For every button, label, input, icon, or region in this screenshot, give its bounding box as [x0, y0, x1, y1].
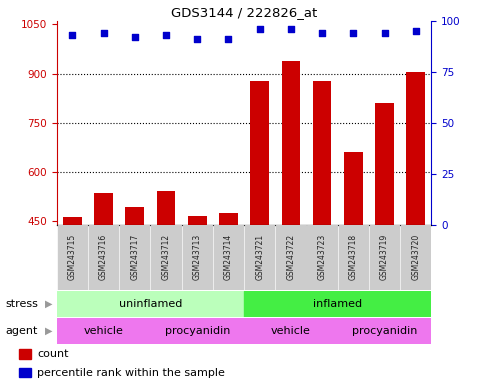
Text: stress: stress: [5, 299, 38, 309]
Text: GSM243723: GSM243723: [317, 234, 326, 280]
Point: [381, 30, 388, 36]
Text: GSM243720: GSM243720: [411, 234, 420, 280]
Text: vehicle: vehicle: [271, 326, 311, 336]
Text: GSM243717: GSM243717: [130, 234, 139, 280]
Bar: [370, 225, 399, 290]
Bar: [120, 225, 149, 290]
Bar: [188, 216, 207, 369]
Bar: [63, 217, 82, 369]
Bar: [276, 225, 306, 290]
Bar: [250, 81, 269, 369]
Bar: [182, 225, 212, 290]
Text: GSM243716: GSM243716: [99, 234, 108, 280]
Text: ▶: ▶: [44, 299, 52, 309]
Point: [131, 34, 139, 40]
Text: GSM243713: GSM243713: [193, 234, 202, 280]
Bar: [338, 318, 431, 344]
Bar: [344, 152, 363, 369]
Point: [193, 36, 201, 43]
Bar: [157, 191, 176, 369]
Point: [69, 32, 76, 38]
Point: [100, 30, 107, 36]
Bar: [406, 72, 425, 369]
Bar: [89, 225, 118, 290]
Point: [162, 32, 170, 38]
Text: count: count: [37, 349, 69, 359]
Text: inflamed: inflamed: [313, 299, 362, 309]
Text: GSM243722: GSM243722: [286, 234, 295, 280]
Point: [412, 28, 420, 35]
Point: [256, 26, 264, 32]
Bar: [57, 318, 150, 344]
Text: GSM243715: GSM243715: [68, 234, 77, 280]
Bar: [375, 103, 394, 369]
Bar: [244, 291, 431, 317]
Bar: [125, 207, 144, 369]
Bar: [58, 225, 87, 290]
Bar: [339, 225, 368, 290]
Bar: [219, 214, 238, 369]
Bar: [19, 368, 31, 377]
Text: ▶: ▶: [44, 326, 52, 336]
Text: GSM243714: GSM243714: [224, 234, 233, 280]
Text: percentile rank within the sample: percentile rank within the sample: [37, 367, 225, 377]
Title: GDS3144 / 222826_at: GDS3144 / 222826_at: [171, 5, 317, 18]
Bar: [214, 225, 243, 290]
Point: [287, 26, 295, 32]
Point: [350, 30, 357, 36]
Text: GSM243718: GSM243718: [349, 234, 358, 280]
Bar: [19, 349, 31, 359]
Text: uninflamed: uninflamed: [119, 299, 182, 309]
Text: GSM243712: GSM243712: [162, 234, 171, 280]
Text: agent: agent: [5, 326, 37, 336]
Bar: [308, 225, 337, 290]
Bar: [244, 318, 338, 344]
Text: procyanidin: procyanidin: [165, 326, 230, 336]
Bar: [282, 61, 300, 369]
Text: procyanidin: procyanidin: [352, 326, 417, 336]
Bar: [151, 225, 180, 290]
Bar: [401, 225, 430, 290]
Bar: [245, 225, 274, 290]
Point: [318, 30, 326, 36]
Bar: [150, 318, 244, 344]
Bar: [94, 193, 113, 369]
Point: [224, 36, 232, 43]
Text: vehicle: vehicle: [84, 326, 123, 336]
Text: GSM243721: GSM243721: [255, 234, 264, 280]
Bar: [313, 81, 331, 369]
Bar: [57, 291, 244, 317]
Text: GSM243719: GSM243719: [380, 234, 389, 280]
